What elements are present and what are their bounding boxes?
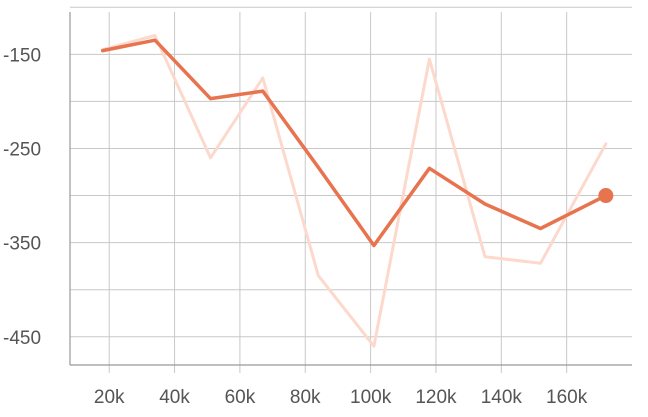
grid-layer [70,6,632,373]
y-tick-label: -350 [3,234,41,255]
x-tick-label: 40k [159,387,190,408]
series-layer [100,34,614,348]
tick-label-layer: 20k 40k 60k 80k 100k 120k 140k 160k -150 -250 -350… [3,45,588,408]
x-tick-label: 120k [415,387,457,408]
y-tick-label: -250 [3,139,41,160]
raw-series-line [101,34,608,348]
axis-layer [69,12,632,366]
x-tick-label: 140k [481,387,523,408]
x-tick-label: 80k [290,387,321,408]
last-point-marker [598,188,614,204]
x-tick-label: 100k [350,387,392,408]
smoothed-series-line [100,38,608,248]
y-tick-label: -150 [3,45,41,66]
x-tick-label: 60k [225,387,256,408]
y-tick-label: -450 [3,328,41,349]
x-tick-label: 20k [94,387,125,408]
x-tick-label: 160k [546,387,588,408]
